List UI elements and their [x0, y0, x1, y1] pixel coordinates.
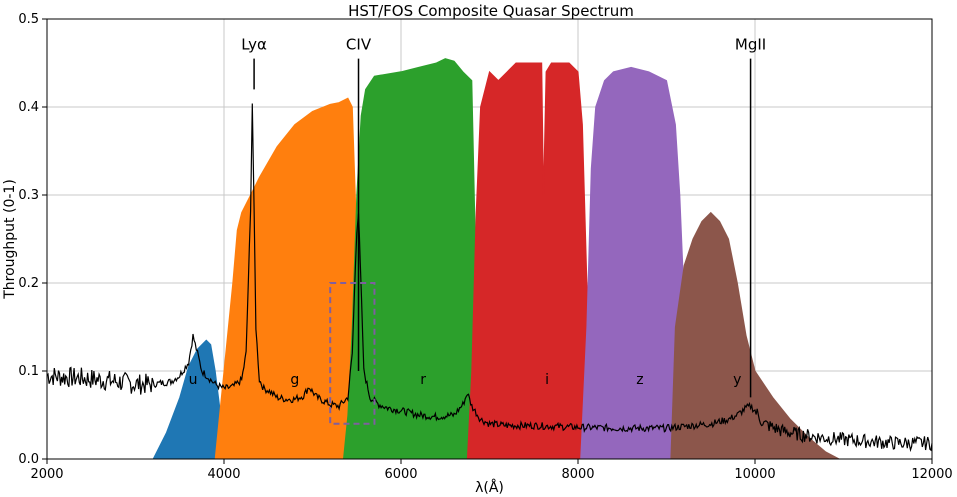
x-tick-label: 6000 [384, 467, 417, 482]
y-tick-label: 0.4 [18, 100, 39, 115]
spectrum-line [46, 103, 933, 453]
highlight-box [329, 282, 376, 425]
y-tick-label: 0.2 [18, 276, 39, 291]
x-tick-label: 12000 [911, 467, 952, 482]
y-tick-label: 0.5 [18, 12, 39, 27]
band-g-label: g [290, 372, 299, 388]
band-y-label: y [733, 372, 741, 388]
y-tick-label: 0.0 [18, 452, 39, 467]
quasar-spectrum [46, 103, 933, 453]
y-tick-label: 0.1 [18, 364, 39, 379]
emission-line-markers: Lyα CIV MgII [241, 36, 766, 398]
emission-label-ly: Lyα [241, 36, 267, 54]
x-tick-label: 8000 [561, 467, 594, 482]
x-axis-label: λ(Å) [475, 479, 504, 496]
highlight-box-layer [329, 282, 376, 425]
plot-frame [46, 18, 933, 460]
x-tick-label: 2000 [30, 467, 63, 482]
band-z-label: z [636, 372, 643, 388]
emission-label-mgii: MgII [735, 36, 766, 54]
band-y-area [670, 211, 840, 460]
x-axis-ticks: 2000 4000 6000 8000 10000 12000 [30, 459, 953, 482]
band-r-label: r [420, 372, 426, 388]
x-tick-label: 4000 [207, 467, 240, 482]
band-i-label: i [545, 372, 549, 388]
band-u-label: u [189, 372, 198, 388]
emission-label-civ: CIV [346, 36, 372, 54]
y-axis-ticks: 0.0 0.1 0.2 0.3 0.4 0.5 [18, 12, 47, 467]
x-tick-label: 10000 [734, 467, 775, 482]
y-tick-label: 0.3 [18, 188, 39, 203]
y-axis-label: Throughput (0-1) [2, 179, 18, 300]
chart-title: HST/FOS Composite Quasar Spectrum [348, 2, 634, 20]
